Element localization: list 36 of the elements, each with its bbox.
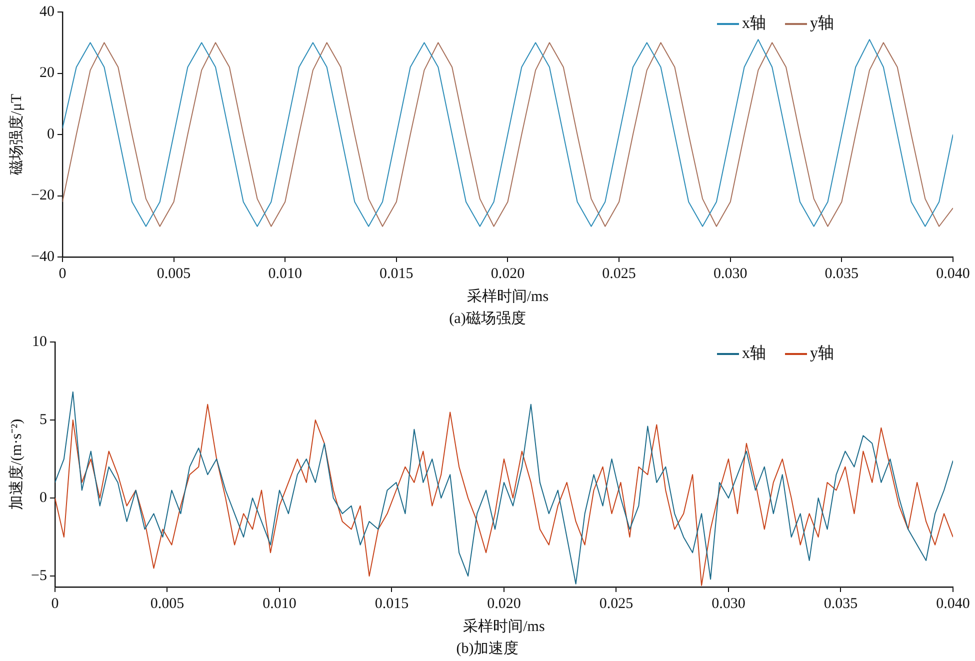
- x-tick-label: 0: [58, 266, 66, 282]
- y-tick-label: 10: [32, 334, 47, 350]
- legend-label: x轴: [742, 14, 766, 32]
- y-axis-title: 磁场强度/μT: [8, 94, 25, 176]
- x-tick-label: 0.010: [262, 596, 296, 612]
- y-tick-label: −5: [30, 568, 47, 584]
- y-tick-label: 20: [39, 65, 54, 82]
- y-tick-label: −20: [30, 188, 54, 204]
- x-tick-label: 0.040: [936, 266, 970, 282]
- x-tick-label: 0.005: [150, 596, 184, 612]
- x-tick-label: 0.020: [487, 596, 521, 612]
- x-tick-label: 0.035: [824, 266, 859, 282]
- text: (a)磁场强度: [448, 309, 527, 329]
- x-tick-label: 0.030: [713, 266, 748, 282]
- x-tick-label: 0.030: [712, 596, 746, 612]
- y-tick-label: 5: [39, 412, 47, 428]
- x-tick-label: 0.010: [268, 266, 302, 282]
- legend-label: y轴: [810, 14, 834, 32]
- x-tick-label: 0.005: [156, 266, 191, 282]
- x-tick-label: 0.040: [936, 596, 970, 612]
- y-tick-label: −40: [30, 248, 54, 265]
- x-tick-label: 0.035: [824, 596, 858, 612]
- legend-label: y轴: [810, 344, 834, 362]
- x-tick-label: 0.015: [380, 266, 414, 282]
- y-tick-label: 0: [39, 490, 47, 506]
- x-tick-label: 0.025: [599, 596, 634, 612]
- x-tick-label: 0.020: [490, 266, 525, 282]
- y-tick-label: 0: [46, 126, 54, 142]
- y-axis-title: 加速度/(m·s⁻²): [8, 418, 25, 510]
- x-axis-title: 采样时间/ms: [466, 288, 549, 305]
- x-tick-label: 0.025: [602, 266, 636, 282]
- x-axis-title: 采样时间/ms: [463, 618, 545, 635]
- text: (b)加速度: [455, 639, 520, 659]
- x-tick-label: 0.015: [374, 596, 409, 612]
- y-tick-label: 40: [39, 4, 54, 20]
- legend-label: x轴: [742, 344, 766, 362]
